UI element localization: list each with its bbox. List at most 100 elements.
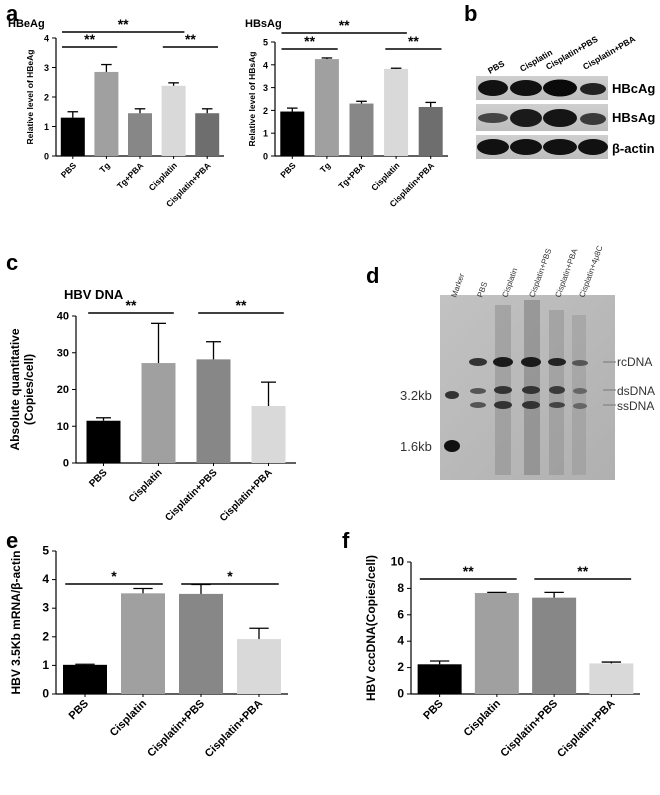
y-tick-label: 0 [263,152,268,162]
blot-band [478,113,508,123]
chart-title: HBsAg [245,18,282,30]
y-tick-label: 4 [263,60,268,70]
gel-band-rcdna [521,357,541,367]
y-tick-label: 30 [57,347,69,359]
gel-band-ssdna [522,401,540,409]
y-tick-label: 2 [44,93,49,103]
y-axis-label: Relative level of HBeAg [25,50,35,145]
gel-lane-labels: Marker PBS Cisplatin Cisplatin+PBS Cispl… [449,244,604,299]
bar [251,406,286,463]
bar [314,59,339,156]
y-tick-label: 40 [57,311,69,323]
bar [532,597,577,694]
bar [128,113,152,156]
gel-lane-label: Marker [449,272,466,299]
y-tick-label: 6 [397,607,404,621]
bar [161,85,186,156]
y-tick-label: 1 [263,129,268,139]
gel-band-ssdna [549,402,565,408]
y-tick-label: 0 [42,687,49,701]
gel-band-rcdna [469,358,487,366]
y-tick-label: 0 [63,458,69,470]
gel-marker-band [444,440,460,452]
panel-label-a: a [6,1,19,26]
gel-band-ssdna [573,403,587,409]
gel-band-label: rcDNA [617,355,652,369]
bar [474,593,519,694]
gel-band-dsdna [549,386,565,394]
blot-band [510,80,542,96]
significance-label: ** [408,33,419,49]
bar [195,113,220,156]
y-axis-label: Relative level of HBsAg [247,52,257,147]
y-tick-label: 3 [42,601,49,615]
y-tick-label: 10 [391,555,405,569]
blot-band [543,79,577,97]
y-tick-label: 2 [397,660,404,674]
gel-band-ssdna [470,402,486,408]
gel-lane-label: Cisplatin+PBS [527,247,553,298]
bar [63,664,107,694]
y-tick-label: 1 [44,122,49,132]
panel-label-f: f [342,528,350,553]
significance-label: ** [339,17,350,33]
y-tick-label: 3 [263,83,268,93]
blot-band [543,109,577,127]
bar [237,639,281,694]
bar [196,359,231,463]
blot-band [510,109,542,127]
gel-band-ssdna [494,401,512,409]
gel-smear [572,315,586,475]
blot-row-label: β-actin [612,141,655,156]
panel-label-b: b [464,1,477,26]
significance-label: ** [118,16,129,32]
significance-label: ** [577,563,588,579]
blot-band [510,139,542,155]
significance-label: ** [84,31,95,47]
y-axis-label: HBV cccDNA(Copies/cell) [364,555,378,701]
y-tick-label: 0 [44,152,49,162]
panel-label-c: c [6,250,18,275]
panel-label-e: e [6,528,18,553]
significance-label: ** [185,31,196,47]
y-tick-label: 1 [42,658,49,672]
gel-band-rcdna [572,360,588,366]
gel-marker-label: 3.2kb [400,388,432,403]
blot-band [578,139,608,155]
gel-lane-label: Cisplatin+4μ8C [577,244,604,299]
blot-band [477,139,509,155]
bar [418,106,443,156]
gel-band-dsdna [522,386,540,394]
significance-label: * [227,568,233,584]
bar [384,68,409,156]
bar [349,103,374,156]
y-tick-label: 5 [42,544,49,558]
gel-band-dsdna [573,388,587,394]
gel-band-dsdna [494,386,512,394]
significance-label: ** [304,33,315,49]
bar [280,111,305,156]
chart-title: HBeAg [8,18,45,30]
blot-band [543,139,577,155]
y-tick-label: 3 [44,63,49,73]
gel-band-label: dsDNA [617,384,655,398]
significance-label: * [111,568,117,584]
bar [60,117,85,156]
y-tick-label: 0 [397,687,404,701]
y-tick-label: 10 [57,421,69,433]
gel-band-dsdna [470,388,486,394]
blot-row-label: HBsAg [612,110,655,125]
significance-label: ** [463,563,474,579]
blot-band [580,113,606,125]
significance-label: ** [126,297,137,313]
y-tick-label: 4 [44,34,49,44]
y-axis-label: Absolute quantitative [8,328,22,450]
bar [417,664,462,694]
